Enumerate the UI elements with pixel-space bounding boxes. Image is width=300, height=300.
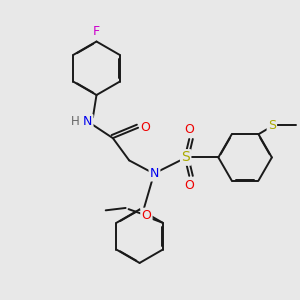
- Text: O: O: [184, 179, 194, 192]
- Text: S: S: [268, 119, 276, 132]
- Text: N: N: [150, 167, 159, 180]
- Text: S: S: [181, 150, 190, 164]
- Text: O: O: [141, 121, 151, 134]
- Text: O: O: [142, 209, 152, 222]
- Text: N: N: [83, 115, 92, 128]
- Text: H: H: [71, 115, 80, 128]
- Text: F: F: [93, 25, 100, 38]
- Text: O: O: [184, 123, 194, 136]
